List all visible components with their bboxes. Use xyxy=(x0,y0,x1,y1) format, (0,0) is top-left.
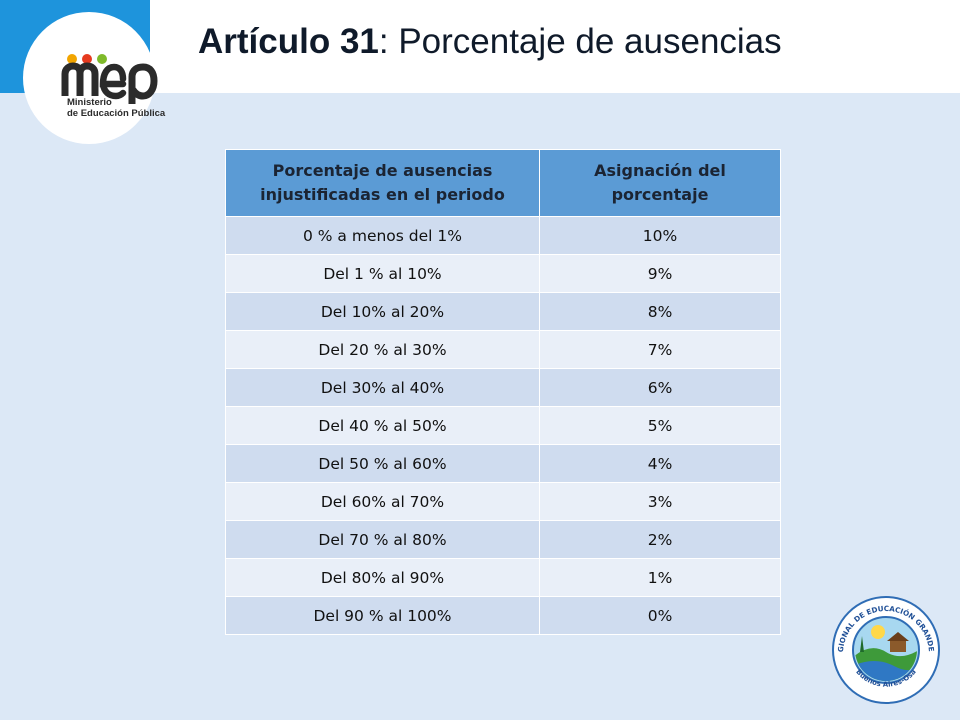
percentage-cell: 1% xyxy=(539,558,781,597)
range-cell: Del 30% al 40% xyxy=(225,368,540,407)
range-cell: 0 % a menos del 1% xyxy=(225,216,540,255)
percentage-cell: 10% xyxy=(539,216,781,255)
table-row: 0 % a menos del 1% 10% xyxy=(225,216,781,255)
range-cell: Del 60% al 70% xyxy=(225,482,540,521)
table-row: Del 90 % al 100% 0% xyxy=(225,596,781,635)
percentage-cell: 8% xyxy=(539,292,781,331)
range-cell: Del 70 % al 80% xyxy=(225,520,540,559)
percentage-cell: 7% xyxy=(539,330,781,369)
title-box xyxy=(150,0,960,93)
table-row: Del 80% al 90% 1% xyxy=(225,558,781,597)
table-row: Del 30% al 40% 6% xyxy=(225,368,781,407)
range-cell: Del 20 % al 30% xyxy=(225,330,540,369)
title-subject: : Porcentaje de ausencias xyxy=(378,22,782,61)
mep-logo: Ministerio de Educación Pública xyxy=(23,12,165,144)
regional-seal-icon: DIRECCIÓN REGIONAL DE EDUCACIÓN GRANDE D… xyxy=(830,592,940,704)
percentage-cell: 9% xyxy=(539,254,781,293)
percentage-cell: 5% xyxy=(539,406,781,445)
table-row: Del 50 % al 60% 4% xyxy=(225,444,781,483)
range-cell: Del 80% al 90% xyxy=(225,558,540,597)
title-article: Artículo 31 xyxy=(198,22,379,61)
percentage-cell: 4% xyxy=(539,444,781,483)
column-header-absences: Porcentaje de ausencias injustificadas e… xyxy=(225,149,540,217)
logo-line-education: de Educación Pública xyxy=(67,108,166,119)
table-header-row: Porcentaje de ausencias injustificadas e… xyxy=(225,149,781,217)
percentage-cell: 6% xyxy=(539,368,781,407)
range-cell: Del 40 % al 50% xyxy=(225,406,540,445)
table-row: Del 40 % al 50% 5% xyxy=(225,406,781,445)
table-row: Del 10% al 20% 8% xyxy=(225,292,781,331)
table-row: Del 1 % al 10% 9% xyxy=(225,254,781,293)
absences-table: Porcentaje de ausencias injustificadas e… xyxy=(225,149,781,635)
percentage-cell: 3% xyxy=(539,482,781,521)
percentage-cell: 2% xyxy=(539,520,781,559)
page-title: Artículo 31: Porcentaje de ausencias xyxy=(198,22,782,62)
table-row: Del 70 % al 80% 2% xyxy=(225,520,781,559)
logo-line-ministerio: Ministerio xyxy=(67,97,112,108)
table-row: Del 60% al 70% 3% xyxy=(225,482,781,521)
range-cell: Del 10% al 20% xyxy=(225,292,540,331)
mep-logo-icon xyxy=(61,54,158,104)
range-cell: Del 50 % al 60% xyxy=(225,444,540,483)
percentage-cell: 0% xyxy=(539,596,781,635)
range-cell: Del 1 % al 10% xyxy=(225,254,540,293)
column-header-assignment: Asignación del porcentaje xyxy=(539,149,781,217)
range-cell: Del 90 % al 100% xyxy=(225,596,540,635)
table-row: Del 20 % al 30% 7% xyxy=(225,330,781,369)
